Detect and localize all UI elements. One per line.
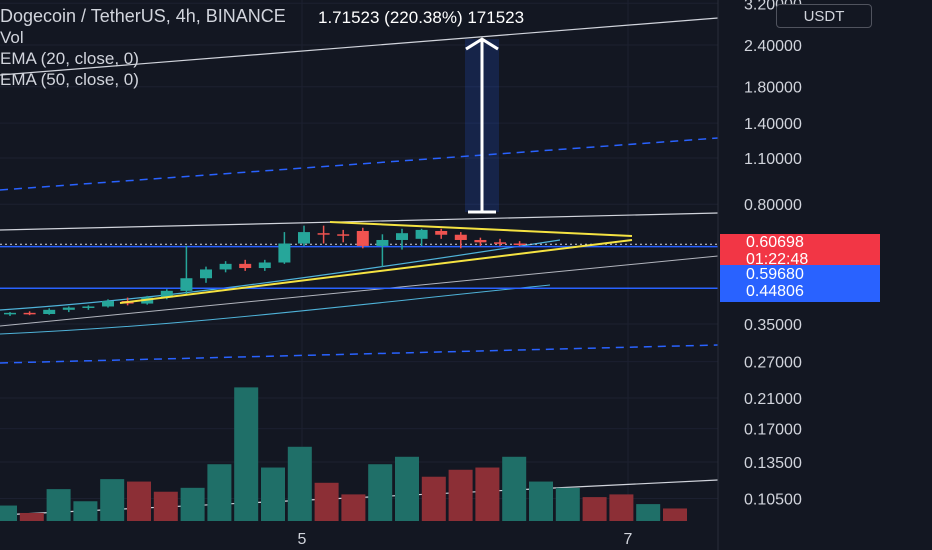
volume-bar: [448, 469, 473, 521]
candle-body: [200, 269, 212, 279]
candles: [4, 225, 526, 316]
channel-top-line: [0, 17, 719, 76]
candle-body: [219, 263, 232, 270]
candle-body: [62, 307, 75, 310]
volume-bar: [529, 481, 553, 521]
time-axis-label: 5: [298, 531, 307, 548]
time-axis-label: 7: [624, 531, 633, 548]
candle-body: [317, 233, 330, 235]
candle-body: [160, 290, 173, 298]
candle-body: [494, 242, 506, 244]
volume-bar: [46, 489, 71, 521]
candle-body: [474, 239, 487, 243]
candle-body: [258, 262, 271, 269]
candle-body: [454, 234, 467, 240]
candle-body: [396, 233, 408, 240]
price-axis-label: 2.40000: [744, 38, 802, 55]
candle-body: [180, 278, 193, 291]
volume-bar: [100, 479, 125, 521]
price-axis-label: 1.40000: [744, 116, 802, 133]
legend-ema20[interactable]: EMA (20, close, 0): [0, 49, 139, 68]
volume-bar: [636, 504, 661, 521]
triangle-lower-line: [119, 239, 633, 304]
price-axis-label: 0.27000: [744, 355, 802, 372]
volume-bar: [127, 481, 151, 521]
legend-symbol[interactable]: Dogecoin / TetherUS, 4h, BINANCE: [0, 6, 286, 26]
volume-bar: [582, 497, 607, 521]
price-axis-label: 0.35000: [744, 317, 802, 334]
volume-bar: [261, 467, 285, 521]
currency-button[interactable]: USDT: [776, 4, 872, 28]
price-axis-label: 0.13500: [744, 455, 802, 472]
candle-body: [513, 243, 526, 245]
level1-price-tag: 0.59680: [720, 265, 880, 285]
chart-legend: Dogecoin / TetherUS, 4h, BINANCE Vol EMA…: [0, 6, 286, 90]
price-axis-label: 0.21000: [744, 391, 802, 408]
candle-body: [278, 243, 291, 263]
price-axis-label: 0.80000: [744, 197, 802, 214]
drawings-front: [119, 37, 633, 304]
volume-bar: [73, 501, 98, 521]
price-axis[interactable]: 3.200002.400001.800001.400001.100000.800…: [717, 0, 802, 550]
candle-body: [239, 263, 252, 269]
price-axis-label: 0.17000: [744, 422, 802, 439]
measure-label: 1.71523 (220.38%) 171523: [318, 8, 525, 27]
candle-body: [43, 309, 56, 315]
candle-body: [435, 230, 448, 235]
price-axis-label: 1.80000: [744, 80, 802, 97]
volume-bar: [287, 446, 312, 521]
legend-ema50[interactable]: EMA (50, close, 0): [0, 70, 139, 89]
volume-bar: [341, 494, 366, 521]
candle-body: [376, 239, 389, 246]
support-line: [0, 255, 719, 327]
legend-vol[interactable]: Vol: [0, 28, 24, 47]
candle-body: [82, 306, 95, 308]
channel-lower-dashed: [0, 344, 719, 364]
current-price: 0.60698: [746, 234, 804, 251]
volume-bar: [0, 505, 17, 521]
upper-trend-line: [0, 212, 719, 231]
candle-body: [4, 312, 16, 315]
volume-bar: [663, 508, 687, 521]
candle-body: [298, 232, 310, 244]
volume-bar: [234, 387, 259, 521]
grid: [0, 0, 718, 520]
candle-body: [102, 301, 114, 307]
countdown: 01:22:48: [746, 251, 809, 268]
volume-bar: [475, 467, 500, 521]
volume-bar: [180, 487, 205, 521]
candle-body: [356, 230, 369, 246]
volume-bar: [314, 482, 339, 521]
triangle-upper-line: [329, 221, 633, 237]
volume-bar: [609, 494, 634, 521]
ema20-line: [0, 239, 561, 311]
volume-bar: [502, 456, 527, 521]
volume-bar: [555, 487, 580, 521]
volume-bar: [421, 476, 446, 521]
volume-bars: [0, 387, 687, 521]
volume-bar: [19, 512, 44, 521]
volume-bar: [153, 491, 178, 521]
candle-body: [23, 312, 36, 315]
measure-arrow-head: [465, 37, 499, 51]
current-price-tag: 0.60698 01:22:48: [720, 234, 880, 268]
ema50-line: [0, 284, 551, 335]
candle-body: [337, 234, 350, 236]
volume-bar: [395, 456, 419, 521]
price-axis-label: 0.10500: [744, 491, 802, 508]
volume-bar: [207, 464, 232, 521]
channel-upper-dashed: [0, 137, 719, 191]
volume-bar: [368, 464, 393, 521]
level2-price-tag: 0.44806: [720, 282, 880, 302]
price-axis-label: 1.10000: [744, 151, 802, 168]
candle-body: [415, 229, 428, 239]
